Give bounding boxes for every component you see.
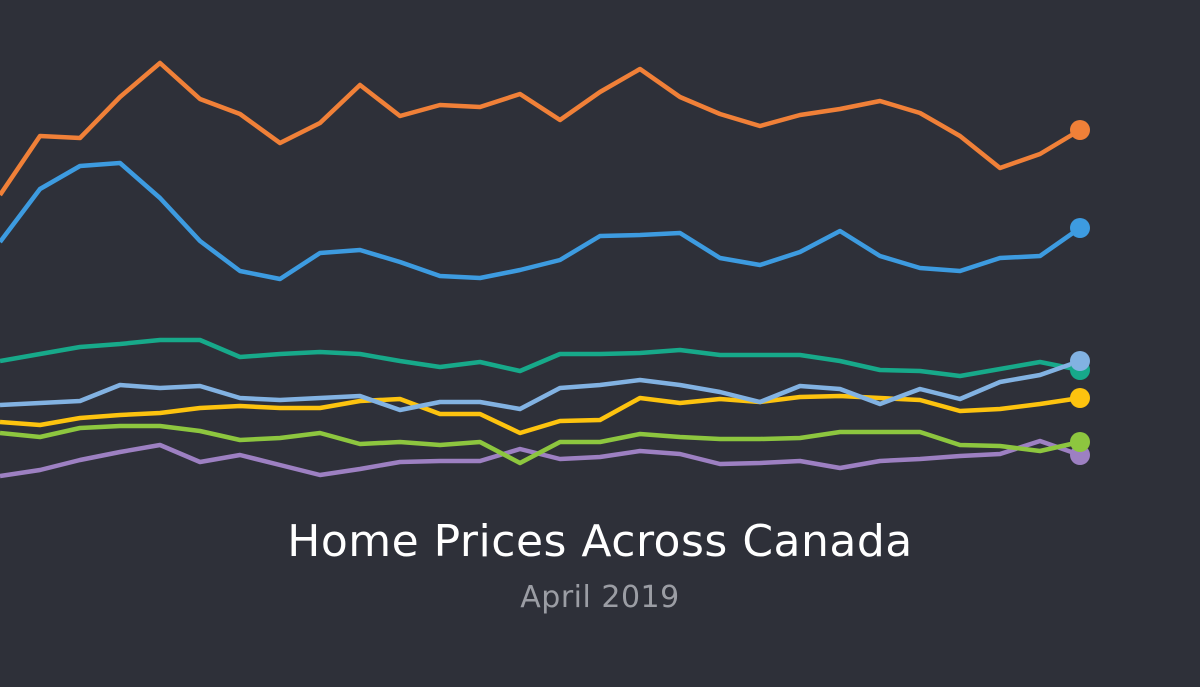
series-end-dot-yellow [1070, 388, 1090, 408]
series-line-light-blue [0, 358, 1081, 413]
series-end-dot-green [1070, 432, 1090, 452]
chart-subtitle: April 2019 [520, 580, 680, 615]
series-line-orange [0, 60, 1082, 197]
chart-title: Home Prices Across Canada [287, 516, 913, 567]
series-end-dot-blue [1070, 218, 1090, 238]
series-line-blue [0, 160, 1082, 282]
series-line-yellow [0, 393, 1081, 436]
series-line-purple [0, 438, 1081, 479]
series-end-dot-light-blue [1070, 351, 1090, 371]
series-line-teal [0, 337, 1081, 379]
series-line-green [0, 423, 1081, 466]
series-end-dot-orange [1070, 120, 1090, 140]
